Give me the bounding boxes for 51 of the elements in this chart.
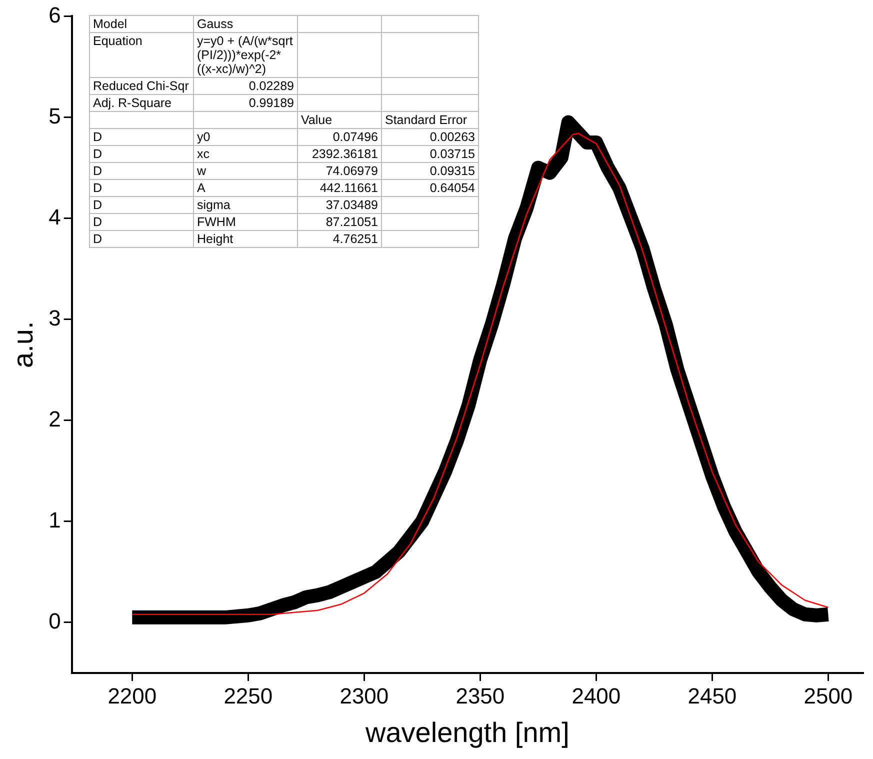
x-tick-label: 2250 bbox=[224, 683, 273, 708]
annotation: 0.07496 bbox=[298, 128, 382, 146]
x-tick-label: 2200 bbox=[108, 683, 157, 708]
annotation: 87.21051 bbox=[298, 214, 382, 230]
annotation: Equation bbox=[90, 32, 194, 78]
annotation: 2392.36181 bbox=[298, 146, 382, 162]
annotation: 0.03715 bbox=[382, 146, 478, 162]
annotation: Height bbox=[194, 230, 298, 248]
annotation: y=y0 + (A/(w*sqrt(PI/2)))*exp(-2*((x-xc)/w)^2) bbox=[194, 32, 298, 78]
annotation: Model bbox=[90, 16, 194, 32]
annotation: 442.11661 bbox=[298, 180, 382, 196]
annotation: D bbox=[90, 128, 194, 146]
annotation: 37.03489 bbox=[298, 196, 382, 214]
annotation: sigma bbox=[194, 196, 298, 214]
x-tick-label: 2350 bbox=[456, 683, 505, 708]
annotation: D bbox=[90, 196, 194, 214]
annotation: 0.02289 bbox=[194, 78, 298, 94]
annotation: xc bbox=[194, 146, 298, 162]
annotation: Adj. R-Square bbox=[90, 94, 194, 112]
annotation: D bbox=[90, 162, 194, 180]
x-tick-label: 2300 bbox=[340, 683, 389, 708]
annotation: 0.09315 bbox=[382, 162, 478, 180]
annotation: 0.99189 bbox=[194, 94, 298, 112]
y-axis-title: a.u. bbox=[8, 321, 39, 368]
annotation: y0 bbox=[194, 128, 298, 146]
x-axis-title: wavelength [nm] bbox=[364, 716, 570, 748]
y-tick-label: 6 bbox=[48, 2, 61, 28]
y-tick-label: 5 bbox=[48, 103, 61, 128]
x-tick-label: 2450 bbox=[688, 683, 737, 708]
annotation: D bbox=[90, 214, 194, 230]
y-tick-label: 2 bbox=[48, 406, 61, 432]
annotation: 0.00263 bbox=[382, 128, 478, 146]
annotation: 74.06979 bbox=[298, 162, 382, 180]
y-tick-label: 3 bbox=[48, 305, 61, 330]
annotation: w bbox=[194, 162, 298, 180]
x-tick-label: 2500 bbox=[804, 683, 853, 708]
y-tick-label: 1 bbox=[48, 507, 61, 532]
annotation: Reduced Chi-Sqr bbox=[90, 78, 194, 94]
annotation: FWHM bbox=[194, 214, 298, 230]
annotation: D bbox=[90, 180, 194, 196]
annotation: D bbox=[90, 230, 194, 248]
annotation: 4.76251 bbox=[298, 230, 382, 248]
annotation: Standard Error bbox=[382, 112, 478, 128]
y-tick-label: 0 bbox=[48, 608, 61, 634]
annotation: Value bbox=[298, 112, 382, 128]
y-tick-label: 4 bbox=[48, 204, 61, 230]
x-tick-label: 2400 bbox=[572, 683, 621, 708]
annotation: 0.64054 bbox=[382, 180, 478, 196]
annotation: D bbox=[90, 146, 194, 162]
annotation: A bbox=[194, 180, 298, 196]
annotation: Gauss bbox=[194, 16, 298, 32]
